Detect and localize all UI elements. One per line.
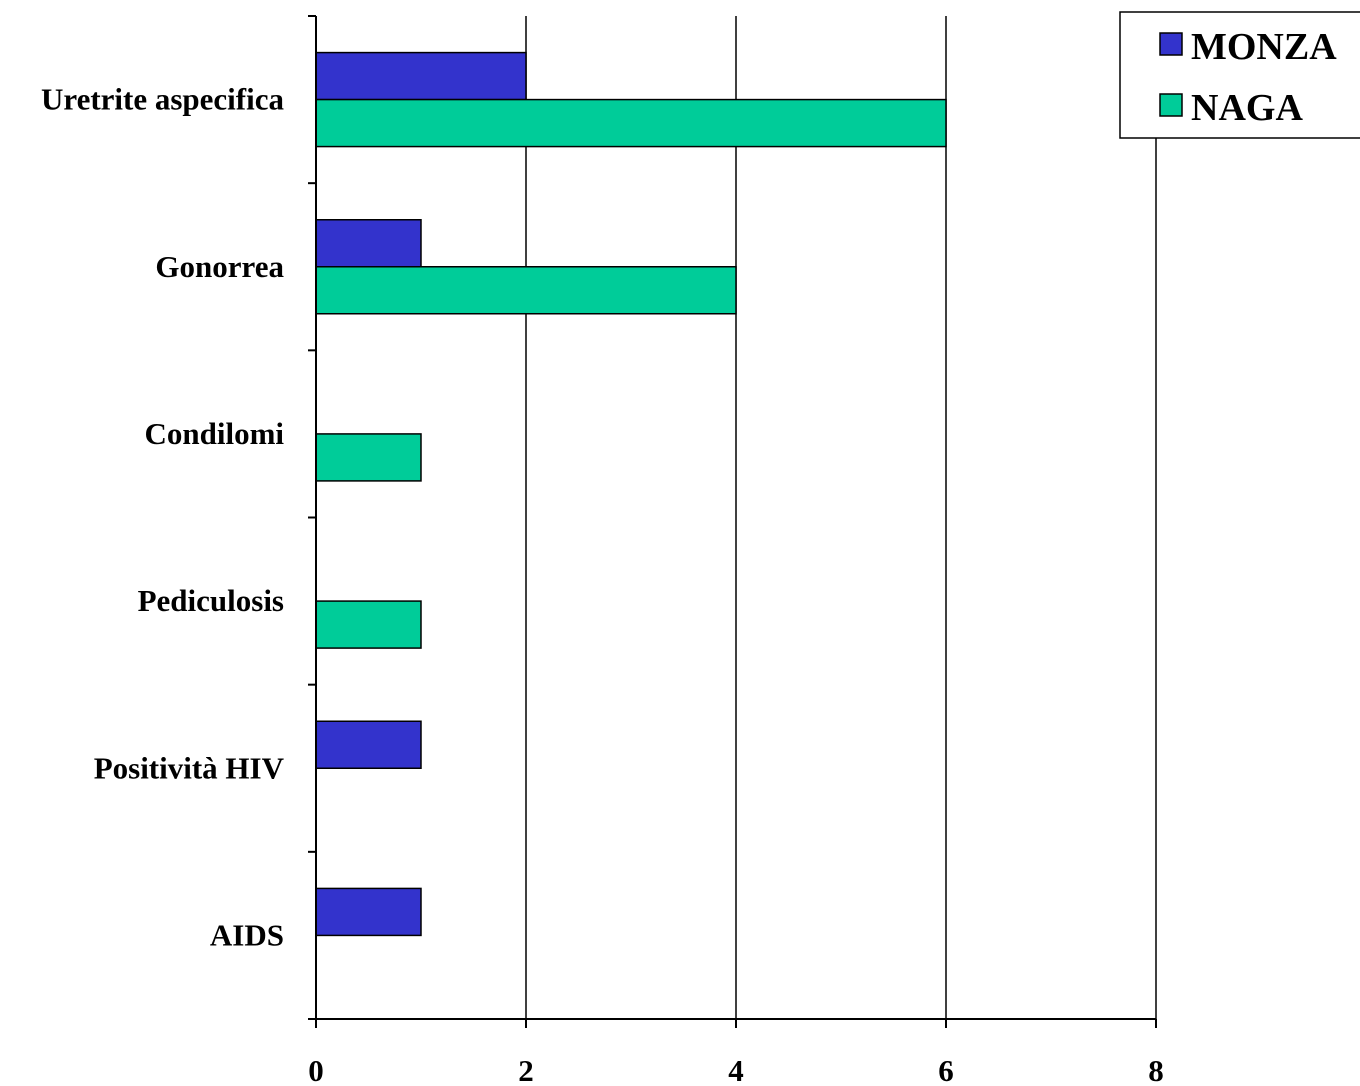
x-tick-label: 2 (518, 1053, 534, 1086)
x-tick-label: 6 (938, 1053, 954, 1086)
axes (315, 16, 1156, 1020)
x-tick-label: 4 (728, 1053, 744, 1086)
legend-label-monza: MONZA (1191, 26, 1337, 68)
category-label: Condilomi (144, 416, 284, 451)
category-label: Pediculosis (138, 583, 284, 618)
bars (315, 51, 947, 937)
category-label: AIDS (210, 917, 284, 952)
bar-monza-4 (315, 720, 422, 769)
x-tick-label: 0 (308, 1053, 324, 1086)
legend: MONZA NAGA (1119, 11, 1360, 139)
x-tick-label: 8 (1148, 1053, 1164, 1086)
bar-monza-5 (315, 887, 422, 937)
category-label: Uretrite aspecifica (41, 82, 285, 117)
bar-naga-1 (315, 266, 737, 315)
bar-naga-3 (315, 600, 422, 649)
bar-naga-0 (315, 98, 947, 148)
legend-swatch-naga (1159, 93, 1183, 117)
category-label: Gonorrea (155, 249, 284, 284)
bar-monza-0 (315, 51, 527, 101)
category-label: Positività HIV (94, 750, 285, 785)
legend-swatch-monza (1159, 32, 1183, 56)
grid-lines (308, 15, 1157, 1028)
legend-label-naga: NAGA (1191, 87, 1303, 129)
x-tick-labels: 0 2 4 6 8 (308, 1053, 1164, 1086)
bar-monza-1 (315, 219, 422, 268)
bar-naga-2 (315, 433, 422, 482)
category-labels: Uretrite aspecifica Gonorrea Condilomi Pedi… (41, 82, 285, 953)
